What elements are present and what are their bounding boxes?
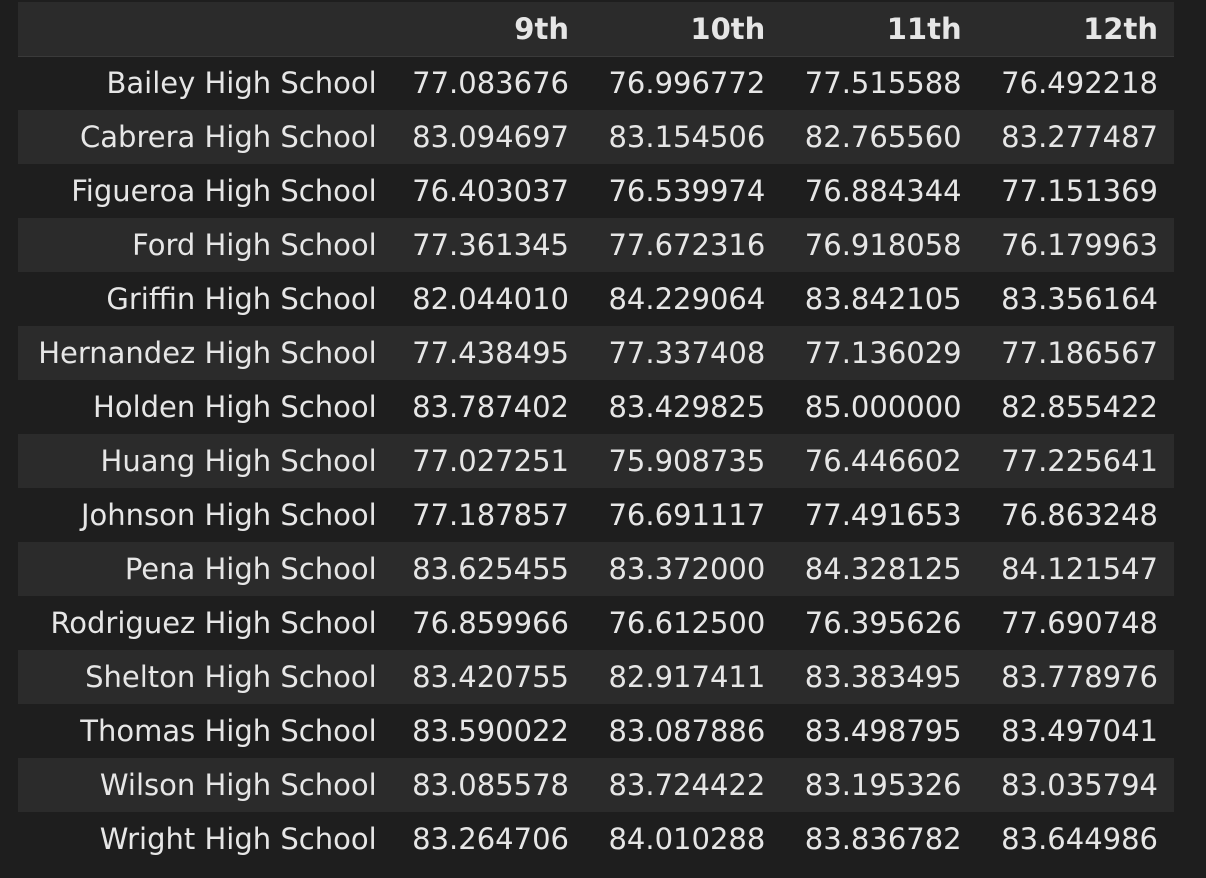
row-index-label: Pena High School	[124, 552, 377, 586]
cell-10th: 77.337408	[608, 336, 766, 370]
table-row: Ford High School 77.361345 77.672316 76.…	[18, 218, 1174, 272]
cell-9th: 83.625455	[412, 552, 569, 586]
cell-9th: 83.787402	[412, 390, 569, 424]
cell-10th: 84.010288	[608, 822, 766, 856]
cell-12th: 83.778976	[1001, 660, 1158, 694]
cell-9th: 83.420755	[412, 660, 569, 694]
row-index-label: Wright High School	[99, 822, 377, 856]
cell-10th: 76.612500	[608, 606, 766, 640]
cell-12th: 77.186567	[1001, 336, 1158, 370]
cell-10th: 84.229064	[608, 282, 766, 316]
row-index-label: Wilson High School	[99, 768, 377, 802]
cell-12th: 83.356164	[1001, 282, 1158, 316]
cell-12th: 83.035794	[1001, 768, 1158, 802]
cell-12th: 83.497041	[1001, 714, 1158, 748]
cell-11th: 83.498795	[804, 714, 962, 748]
index-header	[18, 2, 389, 57]
cell-10th: 76.996772	[608, 66, 766, 101]
table-row: Rodriguez High School 76.859966 76.61250…	[18, 596, 1174, 650]
cell-11th: 76.884344	[804, 174, 962, 208]
column-header-11th: 11th	[781, 2, 978, 57]
cell-11th: 85.000000	[804, 390, 962, 424]
cell-9th: 82.044010	[412, 282, 569, 316]
cell-12th: 83.644986	[1001, 822, 1158, 856]
cell-11th: 77.491653	[804, 498, 962, 532]
row-index-label: Ford High School	[132, 228, 377, 262]
cell-9th: 83.590022	[412, 714, 569, 748]
table-row: Johnson High School 77.187857 76.691117 …	[18, 488, 1174, 542]
cell-9th: 77.187857	[412, 498, 569, 532]
table-row: Cabrera High School 83.094697 83.154506 …	[18, 110, 1174, 164]
table-row: Figueroa High School 76.403037 76.539974…	[18, 164, 1174, 218]
cell-12th: 77.151369	[1001, 174, 1158, 208]
cell-12th: 77.225641	[1001, 444, 1158, 478]
cell-10th: 83.724422	[608, 768, 766, 802]
cell-9th: 83.085578	[412, 768, 569, 802]
cell-11th: 82.765560	[804, 120, 962, 154]
table-row: Pena High School 83.625455 83.372000 84.…	[18, 542, 1174, 596]
cell-11th: 77.515588	[804, 66, 962, 101]
header-row: 9th 10th 11th 12th	[18, 2, 1174, 57]
cell-12th: 76.179963	[1001, 228, 1158, 262]
table-row: Holden High School 83.787402 83.429825 8…	[18, 380, 1174, 434]
cell-9th: 77.027251	[412, 444, 569, 478]
column-header-12th: 12th	[977, 2, 1174, 57]
table-row: Huang High School 77.027251 75.908735 76…	[18, 434, 1174, 488]
cell-10th: 83.429825	[608, 390, 766, 424]
table-row: Wright High School 83.264706 84.010288 8…	[18, 812, 1174, 866]
cell-9th: 77.438495	[412, 336, 569, 370]
cell-9th: 76.403037	[412, 174, 569, 208]
cell-11th: 76.395626	[804, 606, 962, 640]
cell-11th: 84.328125	[804, 552, 962, 586]
cell-10th: 83.372000	[608, 552, 766, 586]
cell-11th: 76.918058	[804, 228, 962, 262]
row-index-label: Huang High School	[100, 444, 377, 478]
table-row: Bailey High School 77.083676 76.996772 7…	[18, 56, 1174, 110]
table-row: Griffin High School 82.044010 84.229064 …	[18, 272, 1174, 326]
cell-10th: 83.087886	[608, 714, 766, 748]
cell-12th: 76.863248	[1001, 498, 1158, 532]
cell-9th: 83.264706	[412, 822, 569, 856]
cell-9th: 76.859966	[412, 606, 569, 640]
dataframe-table: 9th 10th 11th 12th Bailey High School 77…	[18, 2, 1174, 866]
cell-11th: 77.136029	[804, 336, 962, 370]
cell-11th: 83.836782	[804, 822, 962, 856]
cell-11th: 83.383495	[804, 660, 962, 694]
table-row: Hernandez High School 77.438495 77.33740…	[18, 326, 1174, 380]
table-row: Shelton High School 83.420755 82.917411 …	[18, 650, 1174, 704]
row-index-label: Griffin High School	[106, 282, 377, 316]
dataframe-output: 9th 10th 11th 12th Bailey High School 77…	[18, 2, 1174, 866]
row-index-label: Hernandez High School	[38, 336, 377, 370]
cell-12th: 83.277487	[1001, 120, 1158, 154]
row-index-label: Cabrera High School	[80, 120, 377, 154]
row-index-label: Holden High School	[93, 390, 377, 424]
cell-10th: 77.672316	[608, 228, 766, 262]
column-header-10th: 10th	[584, 2, 782, 57]
cell-10th: 76.539974	[608, 174, 766, 208]
cell-10th: 75.908735	[608, 444, 766, 478]
cell-11th: 83.195326	[804, 768, 962, 802]
row-index-label: Bailey High School	[106, 66, 377, 101]
cell-10th: 83.154506	[608, 120, 766, 154]
row-index-label: Shelton High School	[85, 660, 377, 694]
cell-12th: 82.855422	[1001, 390, 1158, 424]
row-index-label: Thomas High School	[80, 714, 377, 748]
cell-12th: 76.492218	[1001, 66, 1158, 101]
table-row: Wilson High School 83.085578 83.724422 8…	[18, 758, 1174, 812]
cell-11th: 76.446602	[804, 444, 962, 478]
cell-9th: 83.094697	[412, 120, 569, 154]
column-header-9th: 9th	[388, 2, 585, 57]
cell-9th: 77.361345	[412, 228, 569, 262]
row-index-label: Johnson High School	[80, 498, 377, 532]
cell-9th: 77.083676	[412, 66, 569, 101]
row-index-label: Rodriguez High School	[50, 606, 377, 640]
table-row: Thomas High School 83.590022 83.087886 8…	[18, 704, 1174, 758]
cell-11th: 83.842105	[804, 282, 962, 316]
cell-10th: 76.691117	[608, 498, 766, 532]
table-body: Bailey High School 77.083676 76.996772 7…	[18, 56, 1174, 866]
cell-12th: 77.690748	[1001, 606, 1158, 640]
row-index-label: Figueroa High School	[71, 174, 377, 208]
cell-10th: 82.917411	[608, 660, 766, 694]
cell-12th: 84.121547	[1001, 552, 1158, 586]
